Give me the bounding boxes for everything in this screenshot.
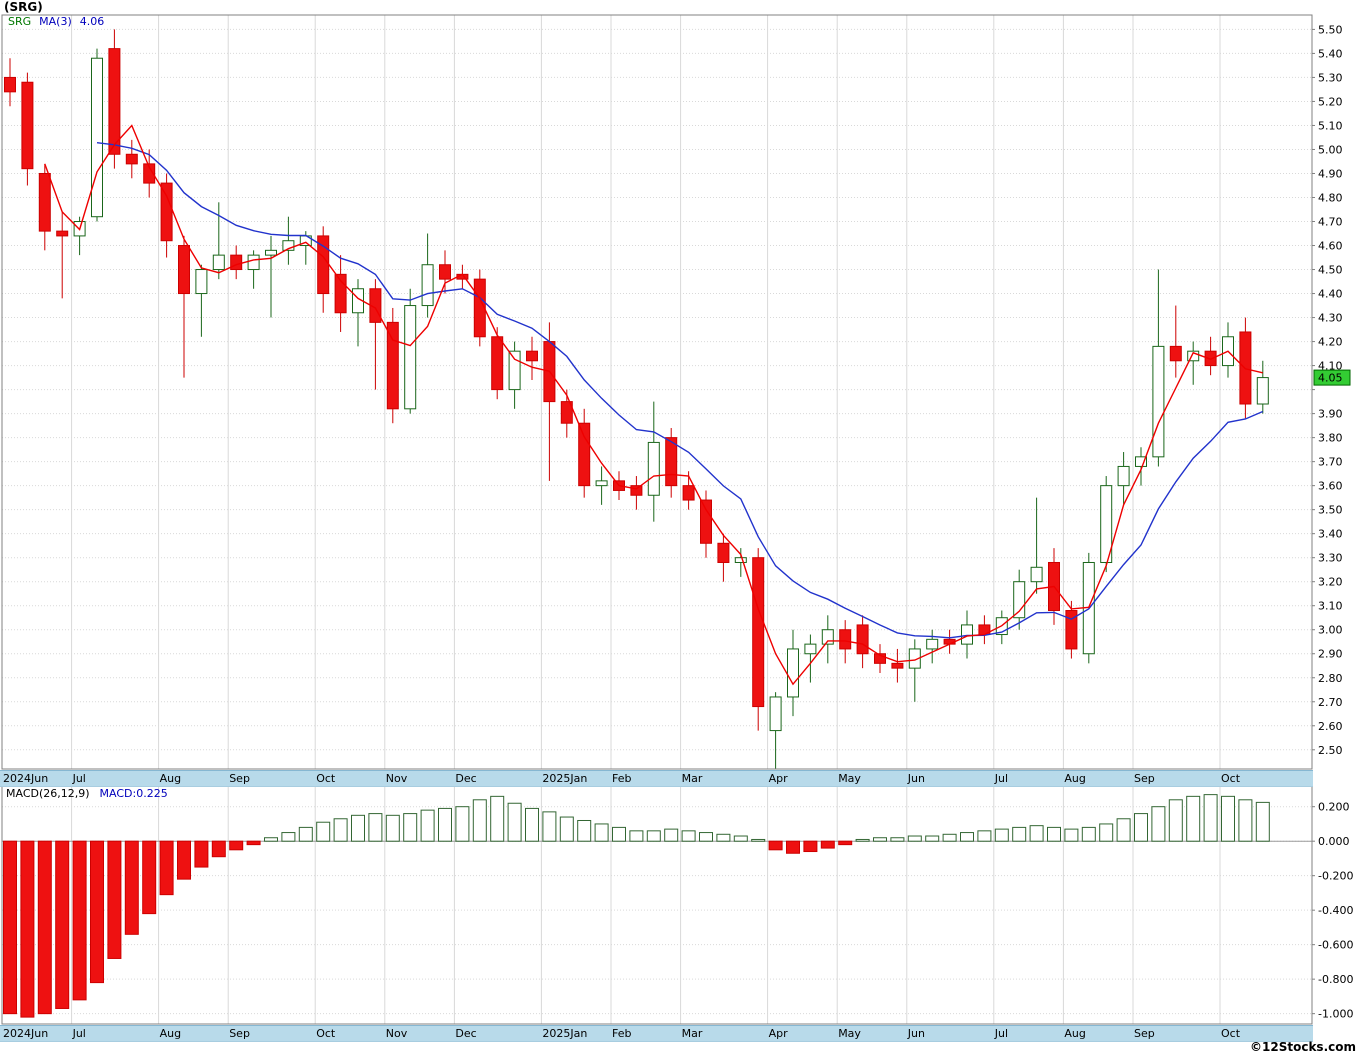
month-label: 2025Jan xyxy=(542,772,588,785)
price-x-axis: 2024Jun Jul Aug Sep Oct Nov Dec 2025Jan Feb Mar Ap… xyxy=(0,770,1313,787)
month-label: Aug xyxy=(1064,1027,1086,1040)
ma-label: MA(3) xyxy=(39,15,72,28)
month-label: Sep xyxy=(229,1027,250,1040)
month-label: Aug xyxy=(159,1027,182,1040)
month-label: Jun xyxy=(907,1027,925,1040)
svg-text:5.30: 5.30 xyxy=(1318,71,1343,84)
ma-line xyxy=(44,124,1263,686)
svg-text:3.10: 3.10 xyxy=(1318,600,1343,613)
svg-text:3.90: 3.90 xyxy=(1318,408,1343,421)
price-tag-value: 4.05 xyxy=(1318,372,1343,385)
svg-text:5.00: 5.00 xyxy=(1318,143,1343,156)
svg-text:5.20: 5.20 xyxy=(1318,95,1343,108)
svg-text:3.80: 3.80 xyxy=(1318,432,1343,445)
svg-text:0.200: 0.200 xyxy=(1318,801,1350,814)
svg-text:2.80: 2.80 xyxy=(1318,672,1343,685)
month-label: Oct xyxy=(1221,1027,1241,1040)
month-label: 2025Jan xyxy=(542,1027,588,1040)
svg-text:-1.000: -1.000 xyxy=(1318,1008,1353,1021)
month-label: Aug xyxy=(159,772,182,785)
macd-legend: MACD(26,12,9) MACD:0.225 xyxy=(6,787,178,800)
month-label: Mar xyxy=(681,1027,703,1040)
svg-text:0.000: 0.000 xyxy=(1318,835,1350,848)
svg-text:4.70: 4.70 xyxy=(1318,216,1343,229)
svg-text:4.40: 4.40 xyxy=(1318,288,1343,301)
svg-text:-0.800: -0.800 xyxy=(1318,973,1353,986)
svg-text:4.30: 4.30 xyxy=(1318,312,1343,325)
page-title: (SRG) xyxy=(4,0,43,14)
svg-text:-0.400: -0.400 xyxy=(1318,904,1353,917)
svg-text:3.70: 3.70 xyxy=(1318,456,1343,469)
month-label: Dec xyxy=(455,1027,477,1040)
month-label: May xyxy=(838,1027,861,1040)
svg-text:4.60: 4.60 xyxy=(1318,240,1343,253)
svg-text:3.30: 3.30 xyxy=(1318,552,1343,565)
price-tag xyxy=(1313,369,1351,386)
month-label: Jul xyxy=(994,1027,1009,1040)
svg-text:-0.600: -0.600 xyxy=(1318,939,1353,952)
svg-text:2.50: 2.50 xyxy=(1318,744,1343,757)
month-label: Mar xyxy=(681,772,703,785)
month-label: Dec xyxy=(455,772,477,785)
price-axis-labels: 5.50 5.40 5.30 5.20 5.10 5.00 4.90 4.80 4.70 4.60… xyxy=(1312,23,1343,757)
month-label: Aug xyxy=(1064,772,1086,785)
candles xyxy=(4,29,1269,769)
ma-line xyxy=(96,142,1264,639)
gridlines xyxy=(1,15,1312,1024)
svg-text:5.10: 5.10 xyxy=(1318,119,1343,132)
svg-text:2.70: 2.70 xyxy=(1318,696,1343,709)
macd-x-axis: 2024Jun Jul Aug Sep Oct Nov Dec 2025Jan Feb Mar Ap… xyxy=(0,1025,1313,1042)
month-label: 2024Jun xyxy=(3,772,49,785)
svg-text:3.20: 3.20 xyxy=(1318,576,1343,589)
svg-text:2.60: 2.60 xyxy=(1318,720,1343,733)
svg-text:3.00: 3.00 xyxy=(1318,624,1343,637)
month-label: Sep xyxy=(1134,1027,1155,1040)
month-label: Jun xyxy=(907,772,925,785)
month-label: Oct xyxy=(1221,772,1241,785)
svg-text:3.40: 3.40 xyxy=(1318,528,1343,541)
month-label: Sep xyxy=(1134,772,1155,785)
symbol-label: SRG xyxy=(8,15,32,28)
svg-text:3.60: 3.60 xyxy=(1318,480,1343,493)
month-label: Jul xyxy=(72,1027,86,1040)
month-label: Nov xyxy=(385,772,408,785)
svg-text:5.40: 5.40 xyxy=(1318,47,1343,60)
month-label: 2024Jun xyxy=(3,1027,49,1040)
month-label: Sep xyxy=(229,772,250,785)
svg-text:4.10: 4.10 xyxy=(1318,360,1343,373)
month-label: Apr xyxy=(768,1027,788,1040)
svg-text:4.50: 4.50 xyxy=(1318,264,1343,277)
price-legend: SRG MA(3) 4.06 xyxy=(8,15,112,28)
month-label: Feb xyxy=(612,772,632,785)
macd-axis-labels: 0.200 0.000 -0.200 -0.400 -0.600 -0.800 -1.000 xyxy=(1312,801,1353,1021)
watermark: ©12Stocks.com xyxy=(1250,1040,1356,1054)
month-label: May xyxy=(838,772,861,785)
svg-text:4.90: 4.90 xyxy=(1318,167,1343,180)
svg-text:4.20: 4.20 xyxy=(1318,336,1343,349)
svg-text:3.50: 3.50 xyxy=(1318,504,1343,517)
month-label: Jul xyxy=(72,772,86,785)
month-label: Apr xyxy=(768,772,788,785)
macd-label: MACD(26,12,9) xyxy=(6,787,90,800)
month-label: Oct xyxy=(316,1027,336,1040)
svg-text:5.50: 5.50 xyxy=(1318,23,1343,36)
svg-text:-0.200: -0.200 xyxy=(1318,870,1353,883)
macd-value: MACD:0.225 xyxy=(99,787,168,800)
month-label: Feb xyxy=(612,1027,632,1040)
month-label: Jul xyxy=(994,772,1009,785)
month-label: Oct xyxy=(316,772,336,785)
ma-value: 4.06 xyxy=(79,15,105,28)
macd-histogram xyxy=(3,794,1270,1018)
month-label: Nov xyxy=(385,1027,408,1040)
svg-text:4.80: 4.80 xyxy=(1318,191,1343,204)
svg-text:2.90: 2.90 xyxy=(1318,648,1343,661)
